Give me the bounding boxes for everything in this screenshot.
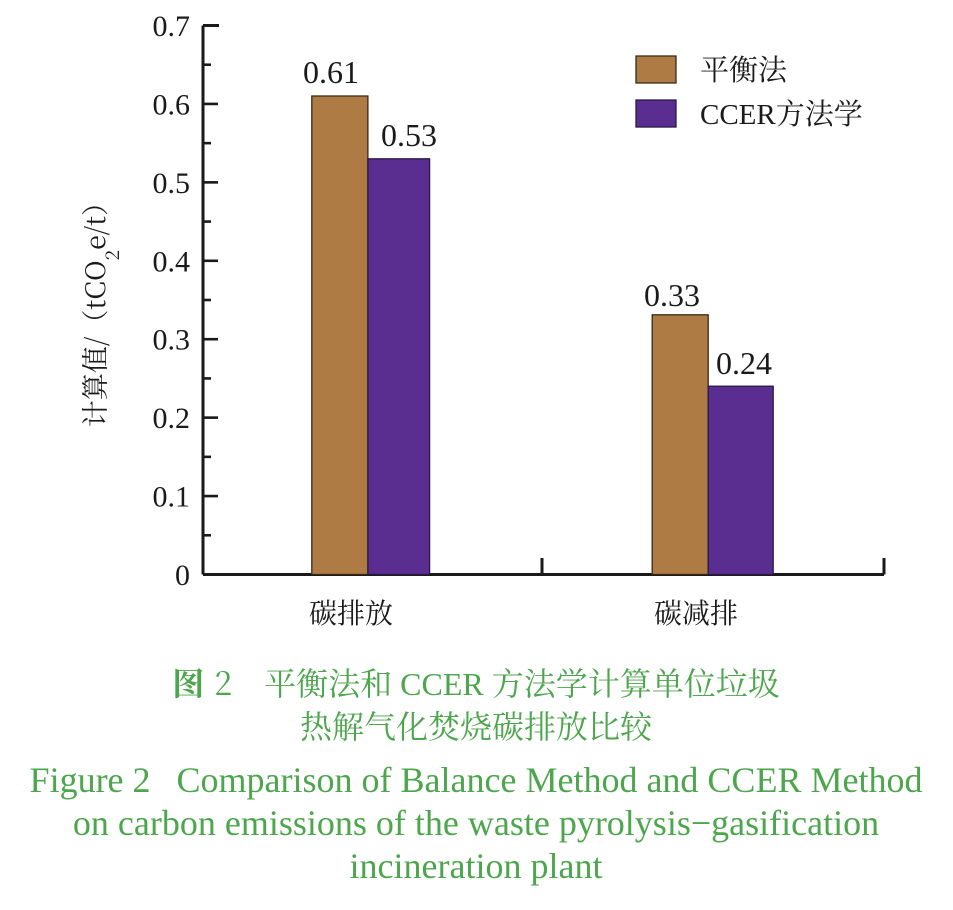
svg-text:0.5: 0.5 (153, 167, 191, 200)
svg-text:0.4: 0.4 (153, 245, 191, 278)
svg-text:0.7: 0.7 (153, 10, 191, 43)
svg-text:0.3: 0.3 (153, 324, 191, 357)
svg-text:incineration plant: incineration plant (350, 846, 603, 886)
svg-text:热解气化焚烧碳排放比较: 热解气化焚烧碳排放比较 (300, 702, 653, 748)
svg-text:0.1: 0.1 (153, 481, 191, 514)
svg-text:计算值/（tCO2e/t）: 计算值/（tCO2e/t） (74, 189, 125, 427)
svg-text:0.33: 0.33 (644, 277, 700, 313)
svg-text:碳减排: 碳减排 (654, 592, 738, 632)
svg-text:on carbon emissions of the was: on carbon emissions of the waste pyrolys… (73, 803, 879, 843)
svg-text:0: 0 (175, 559, 190, 592)
svg-text:0.2: 0.2 (153, 402, 191, 435)
svg-text:0.61: 0.61 (303, 54, 359, 90)
svg-text:碳排放: 碳排放 (309, 592, 393, 632)
svg-text:0.24: 0.24 (716, 345, 772, 381)
svg-text:CCER方法学: CCER方法学 (700, 92, 863, 133)
svg-text:平衡法: 平衡法 (700, 48, 788, 89)
svg-text:0.53: 0.53 (381, 117, 437, 153)
svg-text:0.6: 0.6 (153, 88, 191, 121)
